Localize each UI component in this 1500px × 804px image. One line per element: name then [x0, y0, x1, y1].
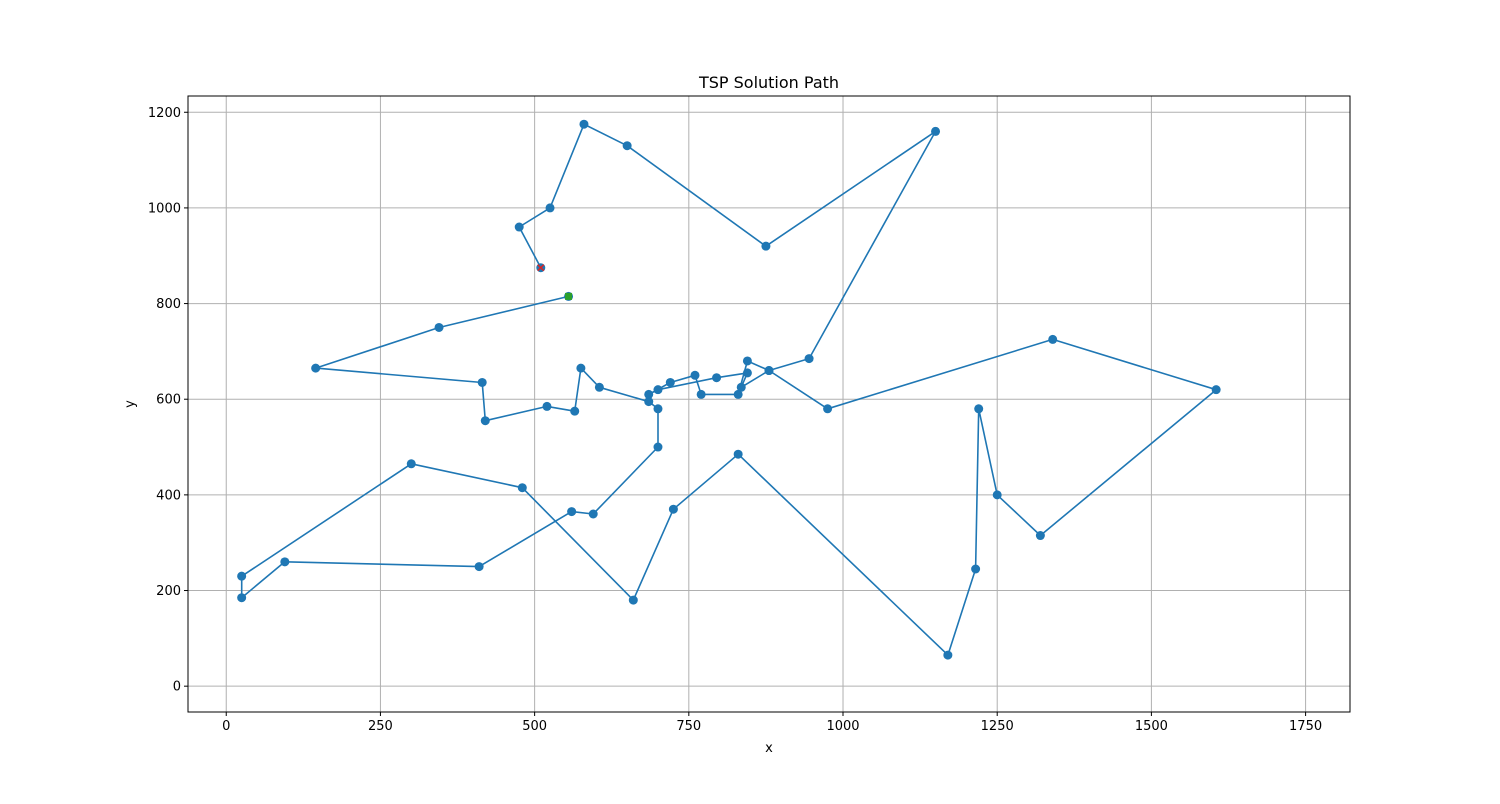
city-point — [237, 571, 247, 581]
city-point — [628, 595, 638, 605]
city-point — [545, 203, 555, 213]
city-point — [931, 126, 941, 136]
city-point — [992, 490, 1002, 500]
city-point — [690, 370, 700, 380]
city-point — [567, 507, 577, 517]
city-point — [644, 389, 654, 399]
grid-layer — [188, 96, 1350, 712]
y-tick-label: 800 — [156, 297, 181, 312]
x-axis-label: x — [765, 741, 773, 756]
city-point — [644, 397, 654, 407]
city-point — [311, 363, 321, 373]
city-point — [480, 416, 490, 426]
city-point — [579, 119, 589, 129]
city-point — [622, 141, 632, 151]
city-point — [736, 382, 746, 392]
city-point — [477, 377, 487, 387]
city-point — [517, 483, 527, 493]
city-point — [1035, 531, 1045, 541]
city-point — [588, 509, 598, 519]
city-point — [823, 404, 833, 414]
city-point — [733, 389, 743, 399]
city-point — [594, 382, 604, 392]
y-tick-label: 1000 — [148, 201, 181, 216]
city-point — [742, 368, 752, 378]
x-tick-label: 1000 — [826, 719, 859, 734]
city-point — [971, 564, 981, 574]
city-point — [237, 593, 247, 603]
city-point — [406, 459, 416, 469]
x-tick-label: 1250 — [981, 719, 1014, 734]
city-point — [696, 389, 706, 399]
y-tick-label: 200 — [156, 584, 181, 599]
city-point — [1211, 385, 1221, 395]
city-point — [434, 322, 444, 332]
city-point — [576, 363, 586, 373]
x-tick-label: 0 — [222, 719, 230, 734]
city-point — [653, 442, 663, 452]
city-point — [474, 562, 484, 572]
start-marker — [565, 292, 573, 300]
chart-title: TSP Solution Path — [698, 73, 839, 92]
city-point — [804, 354, 814, 364]
city-point — [974, 404, 984, 414]
city-point — [1048, 334, 1058, 344]
x-tick-label: 1500 — [1135, 719, 1168, 734]
markers-layer — [537, 264, 573, 300]
y-tick-label: 1200 — [148, 106, 181, 121]
city-point — [733, 449, 743, 459]
x-tick-label: 1750 — [1289, 719, 1322, 734]
y-axis-label: y — [123, 400, 138, 408]
city-point — [653, 404, 663, 414]
y-tick-label: 400 — [156, 488, 181, 503]
y-tick-label: 600 — [156, 393, 181, 408]
city-point — [653, 385, 663, 395]
city-point — [742, 356, 752, 366]
city-point — [665, 377, 675, 387]
plot-frame — [187, 95, 1351, 713]
x-tick-label: 500 — [522, 719, 547, 734]
city-point — [514, 222, 524, 232]
points-layer — [237, 119, 1221, 660]
city-point — [764, 366, 774, 376]
city-point — [943, 650, 953, 660]
city-point — [280, 557, 290, 567]
x-tick-label: 250 — [368, 719, 393, 734]
city-point — [712, 373, 722, 383]
city-point — [761, 241, 771, 251]
city-point — [668, 504, 678, 514]
ticks-layer: 0 250 500 750 1000 1250 1500 1750 0 200 400 600 800 1… — [148, 106, 1322, 734]
y-tick-label: 0 — [173, 680, 181, 695]
city-point — [570, 406, 580, 416]
city-point — [542, 401, 552, 411]
end-marker — [537, 264, 545, 272]
x-tick-label: 750 — [676, 719, 701, 734]
